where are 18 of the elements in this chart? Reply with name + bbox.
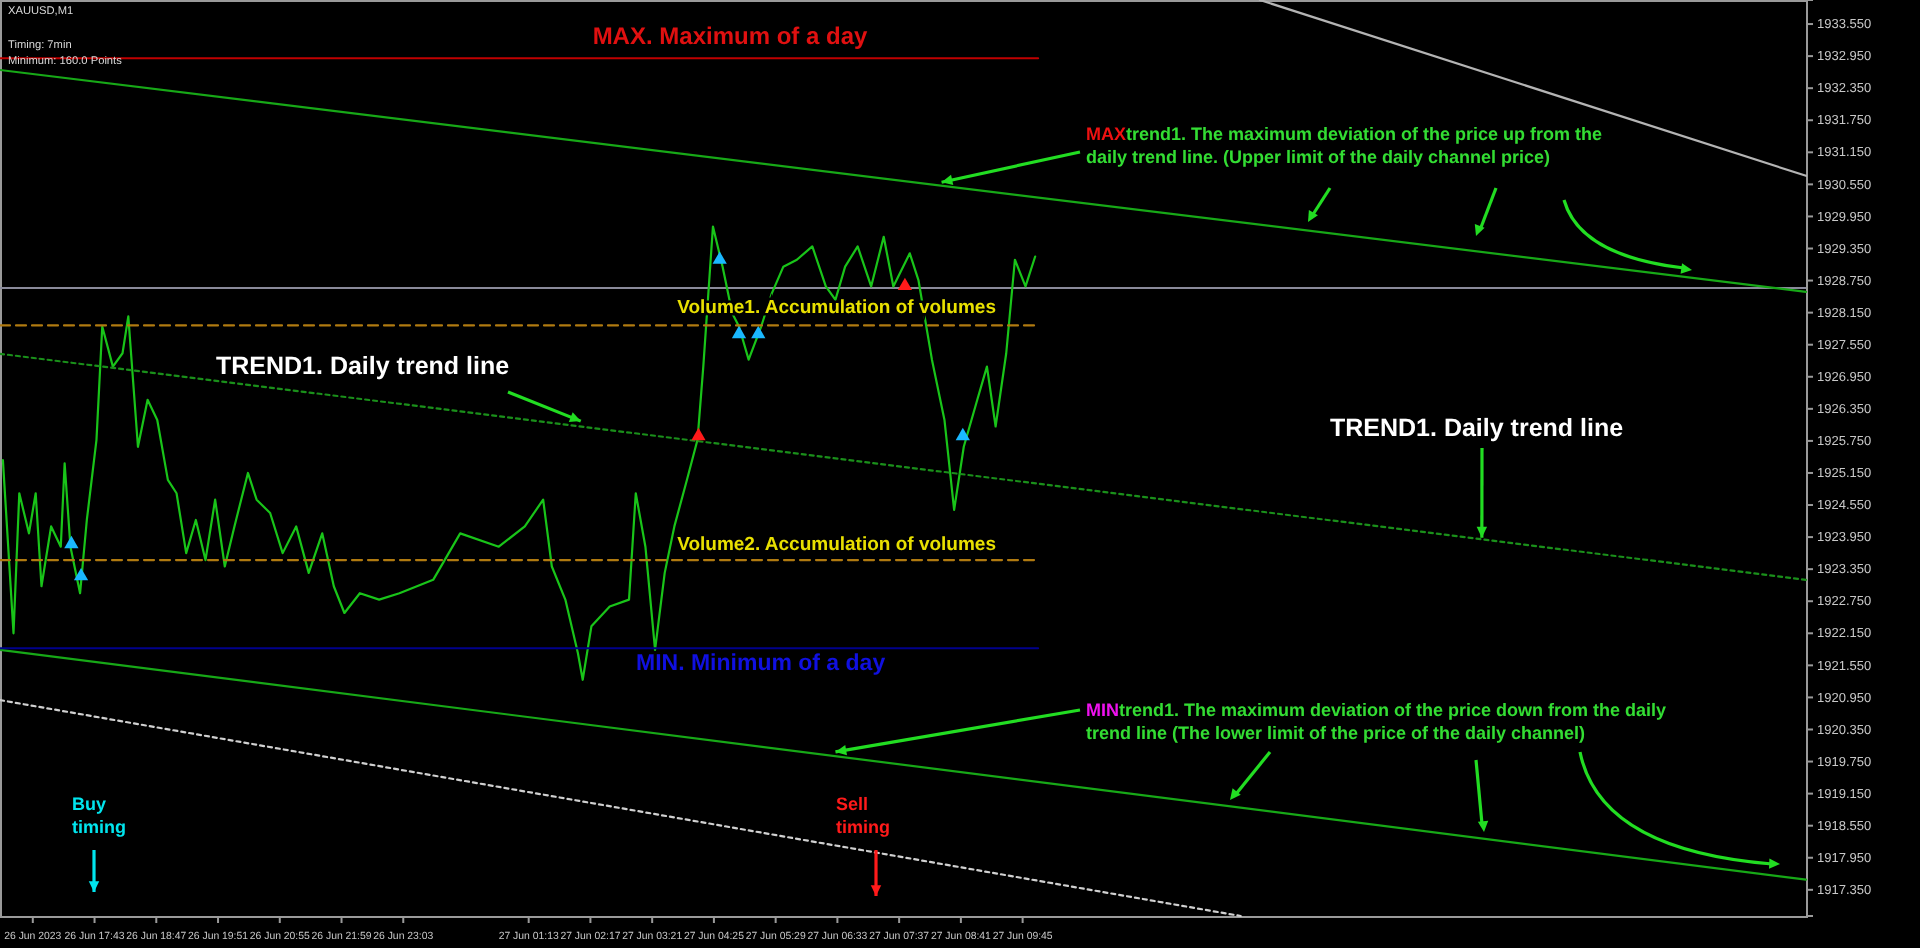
line-series: [1, 225, 1037, 681]
point: [73, 567, 89, 581]
annotation: TREND1. Daily trend line: [216, 352, 510, 380]
annotation: Sell timing: [836, 794, 890, 838]
series-label: MIN. Minimum of a day: [636, 652, 887, 677]
series-label: Volume2. Accumulation of volumes: [677, 534, 996, 557]
annotation: MAXtrend1. The maximum deviation of the price up from the daily trend line. (Upper limit of the daily channel price): [1086, 124, 1603, 168]
annotation: Buy timing: [72, 794, 126, 838]
point: [712, 251, 727, 264]
point: [751, 325, 766, 339]
point: [691, 427, 706, 441]
annotation: TREND1. Daily trend line: [1330, 414, 1624, 442]
point: [897, 277, 913, 291]
series-label: MAX. Maximum of a day: [592, 22, 868, 51]
point: [955, 427, 970, 441]
point: [731, 325, 747, 339]
point: [64, 535, 79, 549]
annotation: MINtrend1. The maximum deviation of the price down from the daily trend line (The lower limit of the price of the daily channel): [1086, 700, 1667, 744]
